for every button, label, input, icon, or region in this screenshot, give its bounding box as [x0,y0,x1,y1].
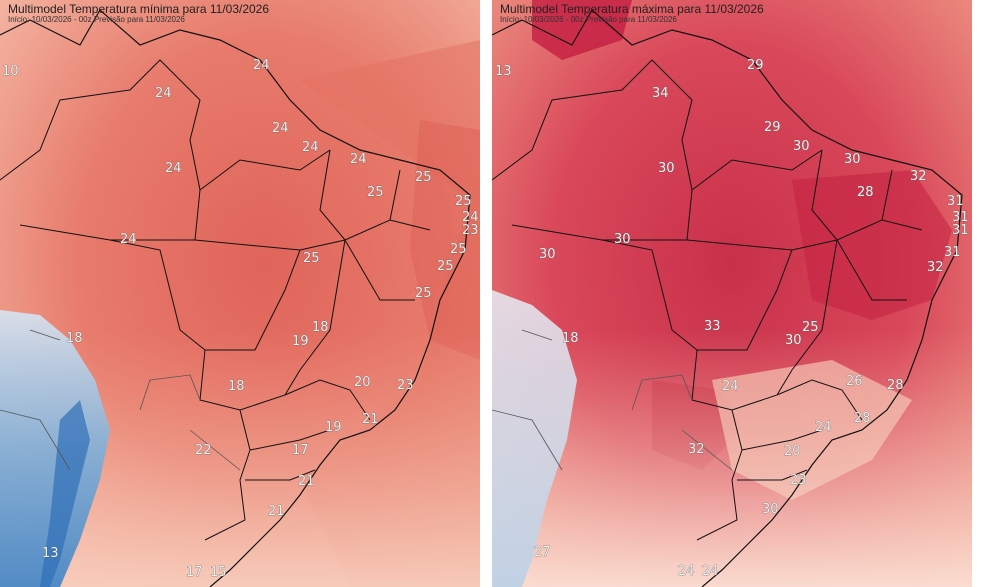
temperature-label: 30 [844,152,861,167]
temperature-label: 29 [747,58,764,73]
temperature-label: 24 [272,121,289,136]
temperature-label: 17 [292,443,309,458]
temperature-label: 32 [927,260,944,275]
temperature-label: 31 [944,245,961,260]
state-border [0,59,201,191]
temperature-label: 24 [155,86,172,101]
temperature-label: 24 [702,564,719,579]
hot-spot-north [532,0,632,60]
country-border [0,329,71,471]
temperature-label: 19 [325,420,342,435]
temperature-label: 18 [66,331,83,346]
temperature-label: 20 [784,444,801,459]
temperature-label: 25 [437,259,454,274]
temperature-label: 22 [195,443,212,458]
temperature-label: 24 [462,210,479,225]
temperature-labels: 13 34 29 29 30 30 30 32 28 31 31 31 30 3… [495,58,969,580]
temperature-label: 25 [802,320,819,335]
temperature-label: 21 [268,504,285,519]
map-title: Multimodel Temperatura máxima para 11/03… [500,2,764,16]
state-border [319,149,431,301]
map-title: Multimodel Temperatura mínima para 11/03… [8,2,270,16]
temperature-label: 24 [165,161,182,176]
brazil-coastline [0,9,471,587]
temperature-label: 10 [2,64,19,79]
map-panel-maximum: 13 34 29 29 30 30 30 32 28 31 31 31 30 3… [492,0,972,587]
temperature-label: 30 [539,247,556,262]
temperature-label: 23 [462,223,479,238]
country-border [139,374,241,471]
temperature-label: 30 [658,161,675,176]
temperature-label: 24 [350,152,367,167]
map-subtitle: Início: 10/03/2026 - 00z Previsão para 1… [500,15,677,24]
temperature-label: 32 [688,442,705,457]
temperature-label: 23 [790,473,807,488]
hot-spot-northeast [792,170,952,320]
temperature-label: 31 [952,223,969,238]
state-border [811,149,923,301]
temperature-label: 18 [228,379,245,394]
state-border [737,379,863,481]
state-border [492,59,693,191]
temperature-label: 25 [415,170,432,185]
state-border [245,379,371,481]
state-border [204,409,251,541]
temperature-label: 25 [450,242,467,257]
temperature-label: 18 [562,331,579,346]
map-subtitle: Início: 10/03/2026 - 00z Previsão para 1… [8,15,185,24]
temperature-label: 15 [210,565,227,580]
temperature-label: 31 [952,210,969,225]
country-border [631,374,733,471]
temperature-label: 34 [652,86,669,101]
temperature-label: 29 [764,120,781,135]
state-border [696,409,743,541]
state-border [686,149,823,241]
andes-cool-region [492,290,577,587]
temperature-label: 25 [455,194,472,209]
temperature-label: 33 [704,319,721,334]
temperature-label: 23 [397,378,414,393]
temperature-label: 24 [678,564,695,579]
temperature-label: 19 [292,334,309,349]
temperature-label: 17 [186,565,203,580]
temperature-label: 21 [362,412,379,427]
temperature-label: 28 [887,378,904,393]
country-border [492,329,563,471]
temperature-label: 21 [298,474,315,489]
temperature-label: 18 [312,320,329,335]
temperature-label: 28 [854,411,871,426]
temperature-label: 26 [846,374,863,389]
temperature-label: 30 [793,139,810,154]
temperature-map-maximum: 13 34 29 29 30 30 30 32 28 31 31 31 30 3… [492,0,972,587]
temperature-label: 30 [614,232,631,247]
temperature-label: 30 [762,502,779,517]
northeast-warm-field [410,120,480,360]
brazil-coastline [492,9,963,587]
temperature-label: 25 [367,185,384,200]
temperature-label: 25 [415,286,432,301]
temperature-label: 24 [120,232,137,247]
state-border [194,149,331,241]
temperature-label: 24 [722,379,739,394]
andes-cold-core [40,400,90,587]
temperature-label: 32 [910,169,927,184]
temperature-labels: 10 24 24 24 24 24 24 25 25 25 24 23 24 2… [2,58,479,581]
temperature-label: 25 [303,251,320,266]
temperature-label: 28 [857,185,874,200]
temperature-map-minimum: 10 24 24 24 24 24 24 25 25 25 24 23 24 2… [0,0,480,587]
temperature-label: 27 [534,545,551,560]
temperature-label: 31 [947,194,964,209]
temperature-label: 13 [495,64,512,79]
andes-cold-region [0,310,110,587]
map-panel-minimum: 10 24 24 24 24 24 24 25 25 25 24 23 24 2… [0,0,480,587]
temperature-label: 30 [785,333,802,348]
temperature-label: 20 [354,375,371,390]
temperature-label: 13 [42,546,59,561]
temperature-label: 24 [253,58,270,73]
temperature-label: 24 [815,420,832,435]
temperature-label: 24 [302,140,319,155]
